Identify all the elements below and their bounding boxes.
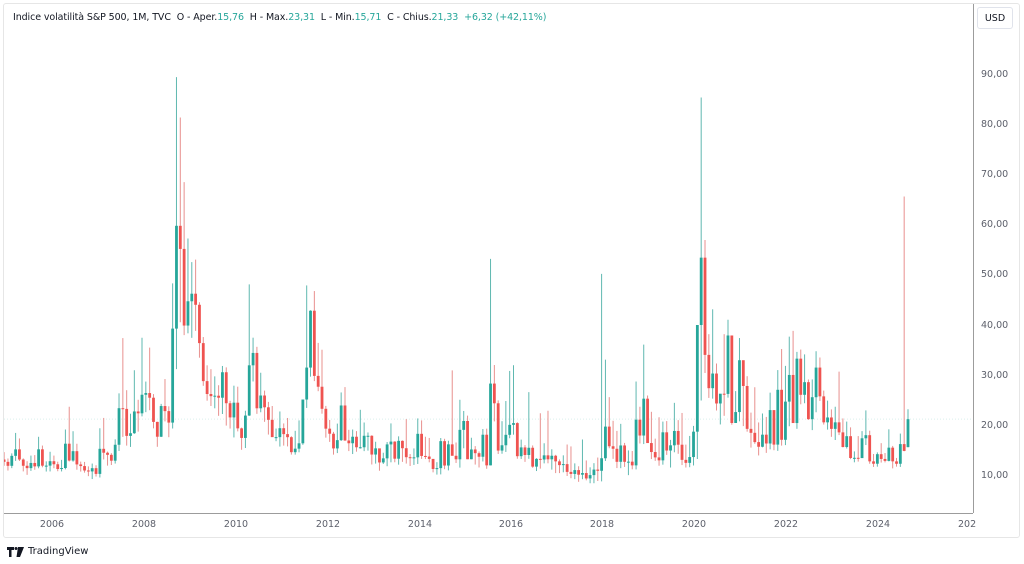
- time-tick: 2016: [498, 519, 524, 530]
- time-tick: 2010: [223, 519, 249, 530]
- time-tick: 2022: [773, 519, 799, 530]
- close-label: C - Chius.: [387, 12, 432, 23]
- price-tick: 70,00: [981, 169, 1009, 180]
- price-tick: 50,00: [981, 269, 1009, 280]
- low-label: L - Min.: [320, 12, 355, 23]
- tradingview-logo-icon: [7, 546, 24, 557]
- time-axis[interactable]: [4, 513, 973, 538]
- ohlc-legend: Indice volatilità S&P 500, 1M, TVC O - A…: [13, 12, 546, 23]
- high-label: H - Max.: [249, 12, 289, 23]
- tradingview-logo[interactable]: TradingView: [7, 546, 88, 557]
- time-tick: 2008: [131, 519, 157, 530]
- time-tick: 2020: [681, 519, 707, 530]
- high-value: 23,31: [288, 12, 315, 23]
- time-tick: 2012: [315, 519, 341, 530]
- price-tick: 90,00: [981, 69, 1009, 80]
- change-value: +6,32 (+42,11%): [464, 12, 547, 23]
- price-axis[interactable]: [973, 4, 1020, 513]
- candlestick-series: [4, 77, 973, 484]
- open-value: 15,76: [217, 12, 244, 23]
- chart-frame: [3, 3, 1020, 538]
- price-tick: 60,00: [981, 219, 1009, 230]
- currency-button[interactable]: USD: [977, 7, 1013, 29]
- price-tick: 80,00: [981, 119, 1009, 130]
- logo-text: TradingView: [28, 546, 89, 557]
- price-tick: 20,00: [981, 420, 1009, 431]
- chart-plot-area[interactable]: [4, 4, 973, 513]
- price-tick: 30,00: [981, 370, 1009, 381]
- price-tick: 10,00: [981, 470, 1009, 481]
- close-value: 21,33: [431, 12, 459, 23]
- open-label: O - Aper.: [176, 12, 218, 23]
- time-tick: 2006: [39, 519, 65, 530]
- time-tick: 202: [958, 519, 977, 530]
- time-tick: 2018: [589, 519, 615, 530]
- low-value: 15,71: [354, 12, 382, 23]
- price-tick: 40,00: [981, 320, 1009, 331]
- time-tick: 2014: [407, 519, 433, 530]
- time-tick: 2024: [865, 519, 891, 530]
- symbol-title: Indice volatilità S&P 500, 1M, TVC: [13, 12, 171, 23]
